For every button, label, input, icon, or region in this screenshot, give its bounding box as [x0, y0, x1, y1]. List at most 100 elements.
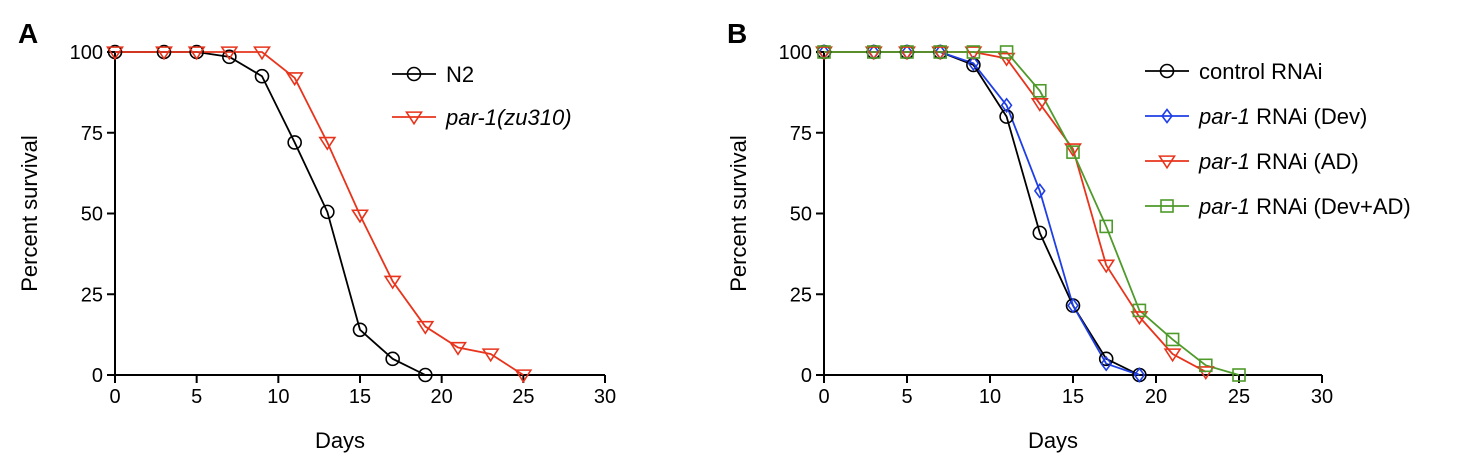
panel-b-series-par-1-rnai-ad-marker-11: [1196, 366, 1215, 380]
panel-a-series-par-1-zu310-marker-4: [253, 46, 271, 61]
panel-a-legend-n2-label-roman: N2: [446, 62, 474, 87]
panel-b-series-par-1-rnai-dev-ad-marker-11: [1199, 358, 1213, 373]
panel-a-y-tick-label-4: 100: [70, 42, 103, 64]
panel-a-series-n2-marker-8: [385, 351, 400, 367]
panel-b-series-par-1-rnai-dev-ad-marker-3: [933, 45, 948, 59]
panel-a-series-par-1-zu310-line: [115, 51, 524, 376]
panel-b-series-par-1-rnai-dev-marker-6: [1033, 183, 1046, 199]
panel-b-series-par-1-rnai-dev-marker-4: [967, 55, 980, 72]
panel-b-series-control-rnai-marker-6: [1032, 225, 1048, 241]
panel-b-series-par-1-rnai-ad-marker-2: [898, 46, 916, 61]
panel-b-x-tick-label-5: 25: [1228, 386, 1250, 408]
panel-a-series-par-1-zu310-marker-10: [449, 341, 467, 356]
panel-b-y-tick-label-3: 75: [790, 123, 812, 145]
panel-b-legend-par-1-rnai-ad-label-italic: par-1: [1198, 149, 1250, 174]
panel-a-series-n2-line: [115, 51, 426, 376]
panel-a-x-tick-label-2: 10: [267, 386, 289, 408]
panel-b-legend-par-1-rnai-dev-ad-label-roman: RNAi (Dev+AD): [1250, 194, 1411, 219]
panel-b-series-par-1-rnai-ad-line: [824, 51, 1207, 373]
panel-a-series-par-1-zu310-marker-0: [106, 46, 124, 61]
panel-a-series-par-1-zu310-marker-2: [187, 46, 206, 61]
panel-a-letter: A: [18, 18, 38, 49]
panel-b-series-par-1-rnai-dev-marker-7: [1067, 297, 1079, 314]
panel-b-series-par-1-rnai-dev-ad-line: [824, 51, 1240, 376]
panel-b-series-par-1-rnai-dev-marker-8: [1100, 355, 1113, 372]
panel-a-x-tick-label-5: 25: [512, 386, 534, 408]
panel-a-y-tick-label-3: 75: [81, 123, 103, 145]
panel-a-series-par-1-zu310-marker-6: [318, 136, 337, 151]
panel-a-series-par-1-zu310-marker-5: [285, 72, 304, 87]
panel-b-x-tick-label-3: 15: [1062, 386, 1084, 408]
panel-a-series-par-1-zu310-marker-9: [416, 320, 435, 335]
panel-b-series-par-1-rnai-dev-ad-marker-0: [817, 45, 831, 59]
panel-a-y-tick-label-0: 0: [92, 365, 103, 387]
panel-b-legend-par-1-rnai-dev-label-roman: RNAi (Dev): [1250, 104, 1367, 129]
panel-a-series-par-1-zu310-marker-3: [220, 46, 239, 61]
panel-b-legend-par-1-rnai-dev-ad-label-italic: par-1: [1198, 194, 1250, 219]
panel-a-y-tick-label-1: 25: [81, 284, 103, 306]
panel-b-series-par-1-rnai-ad-marker-8: [1097, 259, 1116, 274]
panel-a-legend-par-1-zu310-label-italic: par-1(zu310): [445, 105, 572, 130]
panel-a-series-n2-marker-7: [352, 322, 368, 338]
panel-b-series-par-1-rnai-dev-ad-marker-5: [999, 45, 1014, 59]
panel-a-series-n2-marker-9: [418, 367, 433, 383]
panel-b-series-par-1-rnai-dev-ad-marker-6: [1033, 83, 1047, 98]
panel-b-y-axis-title: Percent survival: [726, 135, 751, 292]
panel-b-series-par-1-rnai-ad-markers: [815, 46, 1215, 380]
panel-a-series-par-1-zu310-marker-11: [481, 348, 500, 363]
panel-a-series-par-1-zu310-marker-8: [383, 275, 402, 290]
panel-b-series-par-1-rnai-dev-ad-marker-2: [900, 45, 914, 59]
panel-b-series-par-1-rnai-dev-ad-marker-9: [1132, 303, 1147, 318]
panel-b-series-par-1-rnai-ad-marker-9: [1130, 311, 1149, 326]
panel-b-series-par-1-rnai-dev-marker-9: [1133, 367, 1146, 383]
panel-b-series-control-rnai-marker-5: [999, 109, 1014, 124]
panel-b-y-tick-label-4: 100: [779, 42, 812, 64]
panel-b-legend-par-1-rnai-dev-marker-0: [1161, 108, 1173, 124]
panel-b-series-par-1-rnai-dev-marker-5: [1000, 97, 1013, 114]
panel-a-legend-n2-label: N2: [446, 62, 474, 87]
panel-a-legend: N2 par-1(zu310): [392, 62, 572, 130]
panel-a-x-tick-label-0: 0: [109, 386, 120, 408]
panel-b: B 0 25 50 75 100 0 5 10 15 20 25 30 Days Percent survi…: [726, 18, 1411, 453]
panel-b-series-par-1-rnai-ad-marker-4: [964, 46, 983, 61]
panel-a-x-tick-label-3: 15: [349, 386, 371, 408]
panel-b-legend-par-1-rnai-ad-label-roman: RNAi (AD): [1250, 149, 1359, 174]
panel-a-series-n2-markers: [107, 44, 433, 383]
panel-a-series-n2-marker-4: [254, 68, 270, 84]
panel-b-series-par-1-rnai-dev-ad-marker-8: [1099, 219, 1113, 234]
panel-b-legend-control-rnai-label-roman: control RNAi: [1199, 59, 1322, 84]
panel-b-series-par-1-rnai-dev-ad-markers: [817, 45, 1246, 382]
panel-b-series-control-rnai-marker-8: [1098, 351, 1114, 367]
panel-a-x-axis-title: Days: [315, 428, 365, 453]
panel-b-x-tick-label-1: 5: [901, 386, 912, 408]
panel-b-legend-control-rnai-marker-0: [1159, 63, 1175, 79]
panel-a-series-par-1-zu310-marker-7: [351, 209, 369, 224]
panel-b-legend-par-1-rnai-dev-ad-marker-0: [1160, 199, 1174, 213]
panel-b-x-tick-label-0: 0: [818, 386, 829, 408]
panel-b-series-par-1-rnai-dev-ad-marker-4: [966, 45, 981, 59]
panel-a-series-n2-marker-5: [287, 135, 302, 150]
panel-b-y-tick-label-0: 0: [801, 365, 812, 387]
panel-a-y-axis-title: Percent survival: [17, 135, 42, 292]
panel-b-series-par-1-rnai-dev-ad-marker-7: [1066, 145, 1080, 159]
panel-a-series-par-1-zu310-marker-12: [514, 369, 533, 384]
panel-a: A 0 25 50 75 100 0 5 10 15 20 25 30 Days Percent survi…: [17, 18, 616, 453]
panel-b-legend-par-1-rnai-dev-label-italic: par-1: [1198, 104, 1250, 129]
panel-b-x-tick-label-6: 30: [1311, 386, 1333, 408]
panel-b-series-par-1-rnai-ad-marker-1: [864, 46, 883, 61]
panel-b-series-par-1-rnai-dev-ad-marker-1: [866, 45, 881, 59]
panel-a-series-par-1-zu310-marker-1: [155, 46, 173, 61]
panel-b-series-control-rnai-markers: [816, 44, 1147, 383]
panel-a-x-tick-label-1: 5: [191, 386, 202, 408]
panel-b-legend-par-1-rnai-ad-label: par-1 RNAi (AD): [1198, 149, 1359, 174]
panel-b-series-par-1-rnai-ad-marker-6: [1030, 98, 1049, 112]
panel-b-series-par-1-rnai-dev-ad-marker-10: [1165, 332, 1180, 347]
panel-b-series-par-1-rnai-ad-marker-3: [931, 46, 950, 61]
panel-a-series-n2-marker-6: [320, 204, 335, 220]
panel-a-series-par-1-zu310-markers: [106, 46, 533, 384]
panel-a-series-n2-marker-3: [222, 49, 237, 65]
panel-a-legend-n2-marker-0: [406, 66, 422, 82]
panel-b-series-par-1-rnai-dev-ad-marker-12: [1232, 368, 1246, 382]
